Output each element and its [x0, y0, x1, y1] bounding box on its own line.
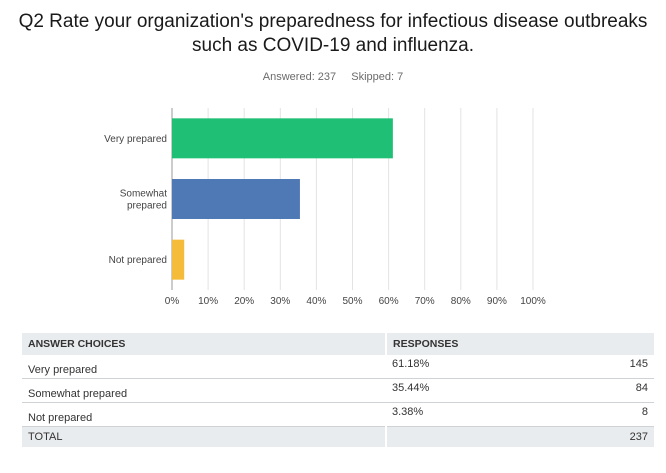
category-label: prepared: [127, 201, 167, 212]
x-tick-label: 90%: [487, 296, 507, 307]
x-tick-label: 100%: [520, 296, 546, 307]
x-tick-label: 50%: [342, 296, 362, 307]
row-count: 8: [576, 402, 654, 427]
table-row: Not prepared 3.38% 8: [22, 402, 654, 427]
total-spacer: [385, 426, 576, 447]
bar-chart: 0% 10% 20% 30% 40% 50% 60% 70% 80% 90% 100% Very pr…: [104, 108, 546, 307]
x-tick-label: 10%: [198, 296, 218, 307]
responses-table: ANSWER CHOICES RESPONSES Very prepared 6…: [22, 333, 654, 447]
category-label: Very prepared: [104, 134, 167, 145]
total-label: TOTAL: [22, 426, 386, 447]
x-tick-label: 40%: [306, 296, 326, 307]
row-percent: 61.18%: [386, 355, 576, 379]
bar: [172, 118, 393, 159]
table-row: Very prepared 61.18% 145: [22, 355, 654, 379]
table-header-row: ANSWER CHOICES RESPONSES: [22, 333, 654, 355]
x-tick-label: 80%: [451, 296, 471, 307]
table-row: Somewhat prepared 35.44% 84: [22, 378, 654, 403]
x-tick-label: 20%: [234, 296, 254, 307]
category-label: Not prepared: [109, 255, 167, 266]
question-title-line2: such as COVID-19 and influenza.: [192, 35, 474, 56]
row-count: 84: [576, 378, 654, 403]
header-responses: RESPONSES: [385, 333, 654, 355]
total-row: TOTAL 237: [22, 426, 654, 447]
question-title: Q2 Rate your organization's preparedness…: [0, 10, 666, 58]
x-tick-label: 60%: [379, 296, 399, 307]
answered-count: Answered: 237: [262, 71, 337, 83]
row-count: 145: [576, 355, 654, 379]
bar: [172, 239, 185, 280]
row-choice: Somewhat prepared: [22, 378, 386, 403]
row-choice: Not prepared: [22, 402, 386, 427]
skipped-count: Skipped: 7: [351, 71, 404, 83]
response-stats: Answered: 237 Skipped: 7: [0, 71, 666, 83]
x-tick-label: 70%: [415, 296, 435, 307]
x-tick-label: 0%: [165, 296, 180, 307]
row-percent: 35.44%: [386, 378, 576, 403]
header-answer-choices: ANSWER CHOICES: [22, 333, 386, 355]
category-label: Somewhat: [120, 189, 167, 200]
question-title-line1: Q2 Rate your organization's preparedness…: [18, 11, 648, 32]
row-choice: Very prepared: [22, 355, 386, 379]
x-tick-label: 30%: [270, 296, 290, 307]
bar: [172, 179, 300, 219]
total-count: 237: [576, 426, 654, 447]
row-percent: 3.38%: [386, 402, 576, 427]
